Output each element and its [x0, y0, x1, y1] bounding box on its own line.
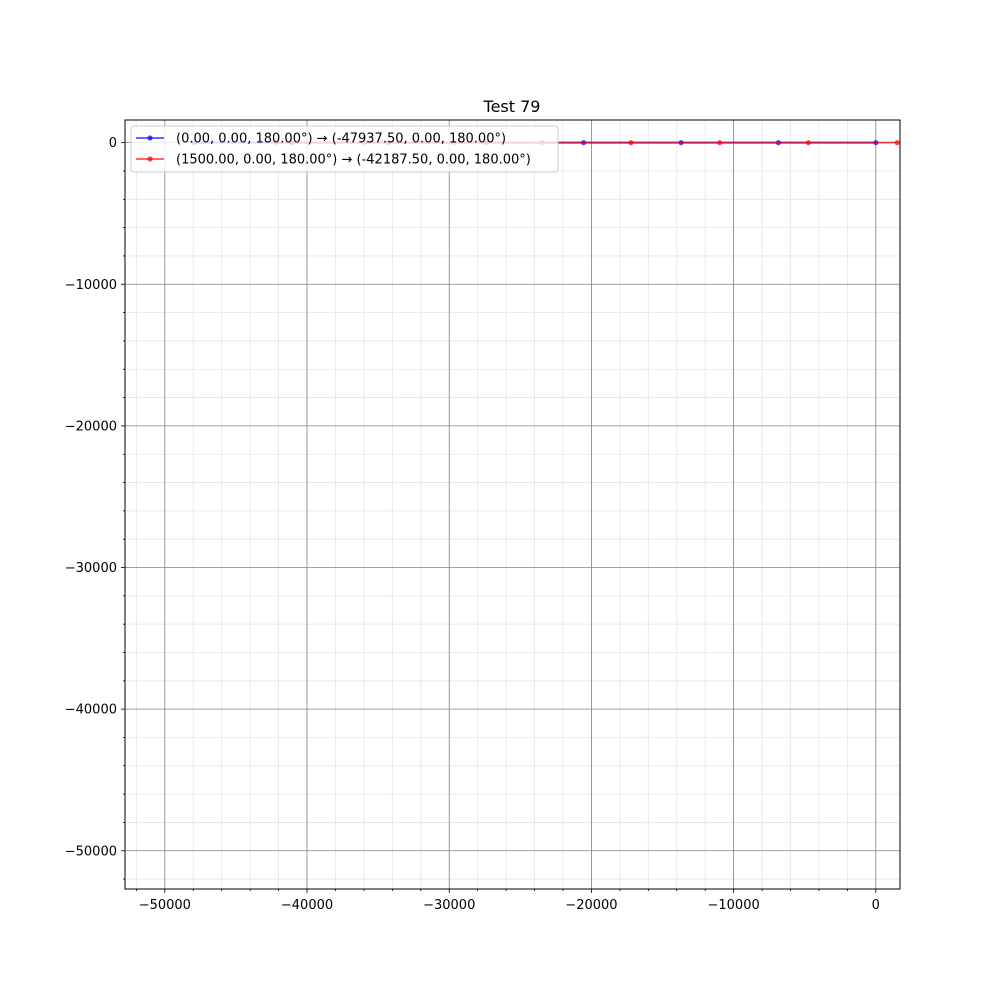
series-2-point	[894, 140, 900, 146]
y-tick-label: −30000	[65, 561, 117, 576]
x-tick-label: −50000	[139, 898, 191, 913]
y-tick-label: −40000	[65, 703, 117, 718]
legend-entry-label: (0.00, 0.00, 180.00°) → (-47937.50, 0.00…	[176, 132, 506, 147]
x-tick-label: −40000	[281, 898, 333, 913]
major-grid	[125, 120, 900, 889]
plot-frame	[124, 119, 901, 890]
series-2-point	[805, 140, 812, 146]
x-tick-label: −20000	[565, 898, 617, 913]
minor-grid	[125, 120, 900, 889]
y-tick-label: −50000	[65, 844, 117, 859]
x-tick-label: −30000	[423, 898, 475, 913]
x-tick-label: −10000	[707, 898, 759, 913]
y-axis: 0 −10000 −20000 −30000 −40000 −50000	[65, 136, 125, 880]
legend-entry-label: (1500.00, 0.00, 180.00°) → (-42187.50, 0…	[176, 153, 531, 168]
legend: (0.00, 0.00, 180.00°) → (-47937.50, 0.00…	[130, 125, 559, 173]
series-2-point	[628, 140, 634, 146]
legend-swatch-marker	[147, 156, 153, 162]
series-2-point	[717, 140, 723, 146]
y-tick-label: 0	[109, 136, 117, 151]
legend-swatch-marker	[147, 135, 153, 141]
chart-title: Test 79	[483, 97, 541, 116]
legend-box	[130, 125, 559, 173]
x-tick-label: 0	[872, 898, 880, 913]
y-tick-label: −20000	[65, 419, 117, 434]
x-axis: −50000 −40000 −30000 −20000 −10000 0	[135, 889, 880, 913]
y-tick-label: −10000	[65, 278, 117, 293]
